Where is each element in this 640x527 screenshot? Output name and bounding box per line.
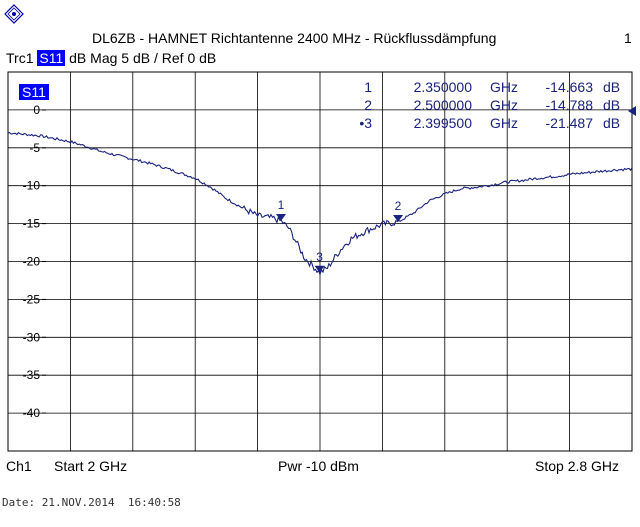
marker-table: 1 2.350000 GHz -14.663 dB 2 2.500000 GHz -14.788… bbox=[359, 79, 620, 131]
chart-area: 0 -5 -10 -15 -20 -25 -30 -35 -40 1 2 3 1 2.350000 GH… bbox=[7, 71, 636, 452]
marker-readout-value-unit: dB bbox=[603, 115, 620, 131]
marker-readout-row[interactable]: 2 2.500000 GHz -14.788 dB bbox=[364, 97, 620, 113]
marker-readout-row[interactable]: 1 2.350000 GHz -14.663 dB bbox=[364, 79, 620, 95]
marker-readout-freq: 2.350000 bbox=[414, 79, 473, 95]
marker-glyphs: 1 2 3 bbox=[276, 198, 403, 273]
marker-readout-id: 1 bbox=[364, 79, 372, 95]
trace-scale[interactable]: 5 dB / bbox=[121, 50, 158, 66]
marker-readout-value-unit: dB bbox=[603, 79, 620, 95]
y-axis: 0 -5 -10 -15 -20 -25 -30 -35 -40 bbox=[23, 103, 46, 420]
y-tick-label: 0 bbox=[33, 103, 40, 117]
chart-title: DL6ZB - HAMNET Richtantenne 2400 MHz - R… bbox=[92, 30, 497, 46]
marker-readout-freq: 2.500000 bbox=[414, 97, 473, 113]
marker-3[interactable]: 3 bbox=[314, 250, 325, 273]
rohde-schwarz-logo-icon bbox=[4, 4, 24, 24]
marker-readout-value: -14.663 bbox=[546, 79, 594, 95]
marker-2[interactable]: 2 bbox=[393, 199, 403, 222]
y-tick-label: -40 bbox=[23, 406, 41, 420]
reference-level-marker-icon[interactable] bbox=[628, 106, 636, 116]
footer-power[interactable]: Pwr -10 dBm bbox=[278, 458, 359, 474]
marker-triangle-icon bbox=[276, 214, 286, 222]
analyzer-screen: DL6ZB - HAMNET Richtantenne 2400 MHz - R… bbox=[4, 4, 636, 474]
y-tick-label: -15 bbox=[23, 217, 41, 231]
marker-readout-value: -14.788 bbox=[546, 97, 594, 113]
marker-readout-value: -21.487 bbox=[546, 115, 594, 131]
footer-start[interactable]: Start 2 GHz bbox=[54, 458, 128, 474]
y-tick-label: -5 bbox=[29, 141, 40, 155]
marker-triangle-icon bbox=[393, 214, 403, 222]
marker-triangle-icon bbox=[314, 265, 325, 273]
timestamp: Date: 21.NOV.2014 16:40:58 bbox=[2, 496, 181, 509]
marker-readout-id: •3 bbox=[359, 115, 372, 131]
footer-channel: Ch1 bbox=[6, 458, 32, 474]
trace-badge-s11[interactable]: S11 bbox=[19, 84, 49, 100]
marker-label: 3 bbox=[316, 250, 323, 264]
marker-readout-freq-unit: GHz bbox=[490, 115, 518, 131]
marker-readout-freq: 2.399500 bbox=[414, 115, 473, 131]
y-tick-label: -25 bbox=[23, 292, 41, 306]
trace-format[interactable]: dB Mag bbox=[69, 50, 118, 66]
marker-readout-id: 2 bbox=[364, 97, 372, 113]
y-tick-label: -35 bbox=[23, 368, 41, 382]
marker-readout-row[interactable]: •3 2.399500 GHz -21.487 dB bbox=[359, 115, 620, 131]
series-line-s11 bbox=[7, 131, 633, 276]
marker-label: 2 bbox=[395, 199, 402, 213]
marker-readout-freq-unit: GHz bbox=[490, 79, 518, 95]
trace-ref[interactable]: Ref 0 dB bbox=[161, 50, 217, 66]
marker-1[interactable]: 1 bbox=[276, 198, 286, 222]
y-tick-label: -20 bbox=[23, 255, 41, 269]
footer-stop[interactable]: Stop 2.8 GHz bbox=[535, 458, 620, 474]
marker-label: 1 bbox=[278, 198, 285, 212]
channel-indicator: 1 bbox=[624, 30, 632, 46]
grid bbox=[7, 71, 633, 452]
trace-info: Trc1 S11 dB Mag 5 dB / Ref 0 dB bbox=[6, 50, 216, 66]
marker-readout-freq-unit: GHz bbox=[490, 97, 518, 113]
y-tick-label: -30 bbox=[23, 330, 41, 344]
marker-readout-value-unit: dB bbox=[603, 97, 620, 113]
trace-name[interactable]: Trc1 bbox=[6, 50, 34, 66]
y-tick-label: -10 bbox=[23, 179, 41, 193]
trace-param-label[interactable]: S11 bbox=[37, 50, 66, 66]
